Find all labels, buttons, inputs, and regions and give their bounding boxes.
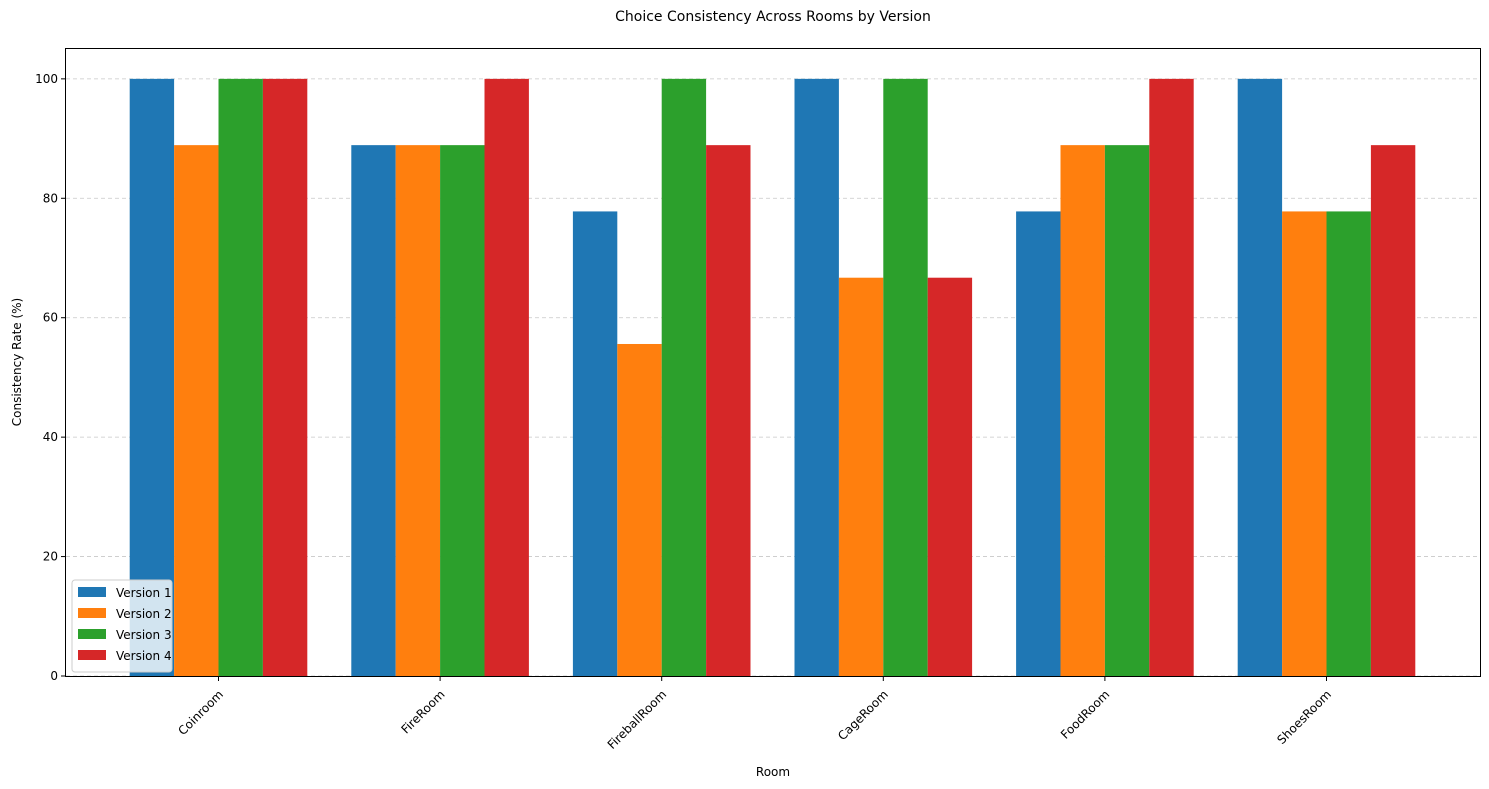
bar-fireballroom-v3	[661, 78, 707, 677]
x-axis-label: Room	[756, 765, 790, 779]
x-tick-label: CageRoom	[835, 687, 891, 743]
bar-shoesroom-v2	[1282, 211, 1327, 676]
legend-label: Version 3	[116, 628, 172, 642]
legend-label: Version 2	[116, 607, 172, 621]
bar-fireroom-v4	[484, 78, 529, 677]
legend-swatch	[78, 587, 106, 597]
bar-fireballroom-v1	[572, 211, 618, 676]
y-tick-label: 0	[50, 669, 58, 683]
y-tick-label: 20	[43, 550, 58, 564]
bar-foodroom-v2	[1060, 145, 1105, 676]
chart-title: Choice Consistency Across Rooms by Versi…	[615, 9, 931, 25]
y-tick-label: 60	[43, 311, 58, 325]
legend-swatch	[78, 650, 106, 660]
x-tick-label: ShoesRoom	[1274, 687, 1334, 747]
legend-label: Version 4	[116, 649, 172, 663]
x-tick-label: Coinroom	[175, 687, 226, 738]
bar-cageroom-v2	[838, 277, 884, 676]
bar-cageroom-v1	[794, 78, 839, 677]
bar-fireballroom-v4	[706, 145, 751, 676]
bar-coinroom-v1	[129, 78, 175, 677]
bar-coinroom-v4	[262, 78, 308, 677]
bar-foodroom-v3	[1104, 145, 1150, 676]
legend-swatch	[78, 629, 106, 639]
y-tick-label: 40	[43, 430, 58, 444]
x-axis-ticks: Coinroom FireRoom FireballRoom CageRoom Food…	[175, 676, 1334, 752]
bar-shoesroom-v3	[1326, 211, 1371, 676]
bar-fireroom-v2	[395, 145, 441, 676]
bar-cageroom-v4	[927, 277, 973, 676]
bar-cageroom-v3	[883, 78, 928, 677]
legend-swatch	[78, 608, 106, 618]
bar-coinroom-v2	[174, 145, 219, 676]
bar-fireroom-v3	[440, 145, 485, 676]
bar-shoesroom-v4	[1370, 145, 1416, 676]
legend-box	[71, 579, 173, 673]
bar-foodroom-v4	[1149, 78, 1194, 677]
bar-foodroom-v1	[1016, 211, 1061, 676]
bar-shoesroom-v1	[1237, 78, 1283, 677]
y-tick-label: 80	[43, 191, 58, 205]
bars	[129, 78, 1416, 677]
y-tick-label: 100	[35, 72, 58, 86]
y-axis-ticks: 0 20 40 60 80 100	[35, 72, 66, 683]
x-tick-label: FireRoom	[398, 687, 447, 736]
x-tick-label: FireballRoom	[605, 687, 670, 752]
plot-frame	[65, 48, 1481, 677]
legend-label: Version 1	[116, 586, 172, 600]
y-axis-label: Consistency Rate (%)	[10, 298, 24, 426]
bar-fireroom-v1	[351, 145, 396, 676]
bar-coinroom-v3	[218, 78, 263, 677]
legend: Version 1 Version 2 Version 3 Version 4	[71, 579, 173, 673]
bar-fireballroom-v2	[617, 343, 662, 676]
x-tick-label: FoodRoom	[1058, 687, 1112, 741]
